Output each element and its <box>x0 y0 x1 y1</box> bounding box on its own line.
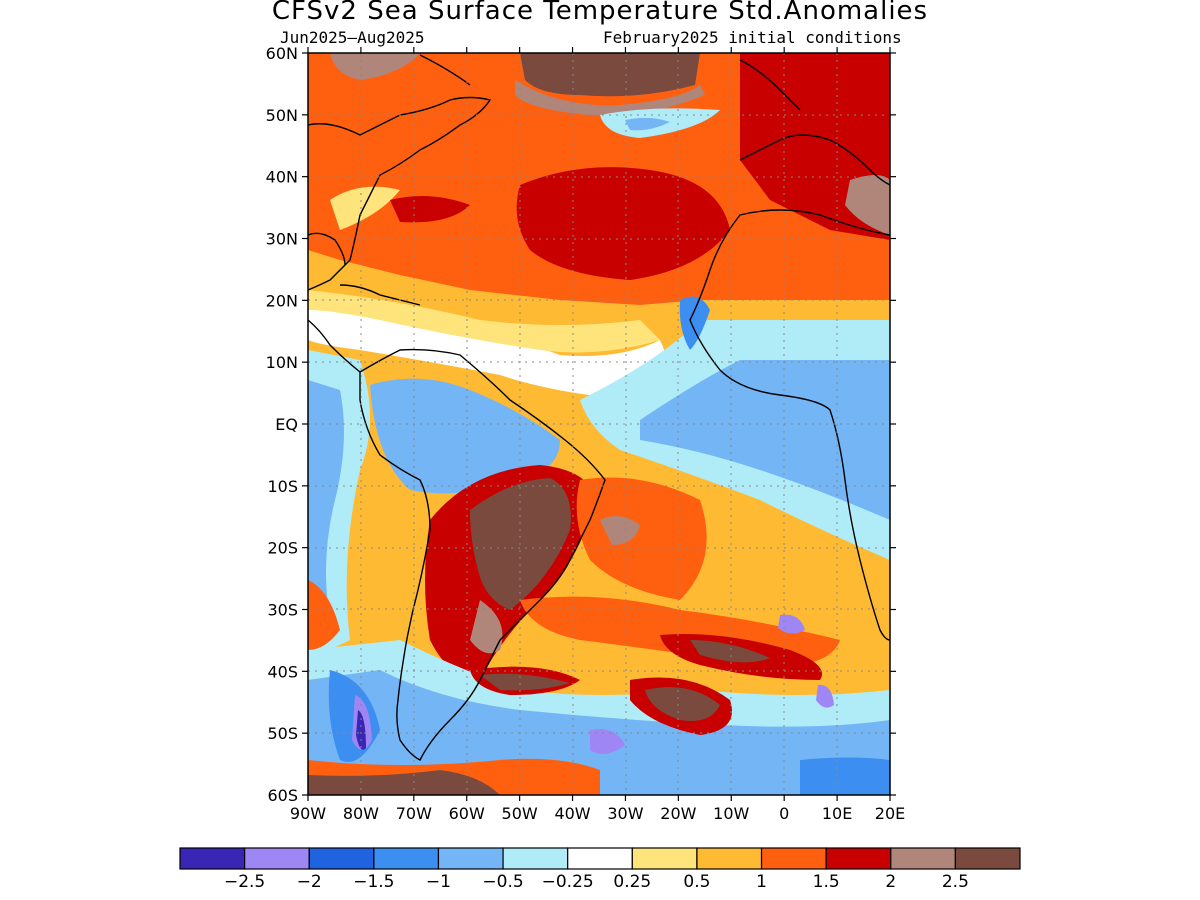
field-sw-pacific-orange <box>308 580 340 650</box>
field-south-purple3 <box>778 614 805 634</box>
colorbar-swatch <box>696 847 763 870</box>
lat-label: 50S <box>267 724 298 743</box>
field-east-trop-blue <box>640 360 890 520</box>
colorbar-swatch <box>760 847 827 870</box>
colorbar-label: 2.5 <box>942 872 969 892</box>
lon-label: 10E <box>822 804 852 823</box>
field-north-brown <box>520 53 700 97</box>
field-na-red-core <box>516 167 730 280</box>
colorbar-swatch <box>631 847 698 870</box>
colorbar-swatch <box>373 847 440 870</box>
colorbar-label: 1 <box>756 872 767 892</box>
colorbar-label: 0.5 <box>683 872 710 892</box>
lon-label: 90W <box>290 804 326 823</box>
colorbar-label: −0.5 <box>482 872 523 892</box>
lat-label: EQ <box>275 415 298 434</box>
colorbar-swatch <box>567 847 633 870</box>
colorbar-swatch <box>437 847 504 870</box>
colorbar-swatch <box>308 847 375 870</box>
field-canary-blue <box>679 296 710 350</box>
lon-label: 30W <box>607 804 643 823</box>
lat-label: 50N <box>266 106 298 125</box>
field-sa-band1 <box>576 477 707 600</box>
field-europe-brown <box>845 175 890 235</box>
lat-label: 60N <box>266 44 298 63</box>
lat-label: 30N <box>266 230 298 249</box>
lat-label: 30S <box>267 601 298 620</box>
lon-label: 50W <box>502 804 538 823</box>
colorbar: −2.5 −2 −1.5 −1 −0.5 −0.25 0.25 0.5 1 1.5 2 2.5 <box>179 847 1021 892</box>
colorbar-swatch <box>502 847 569 870</box>
lon-label: 40W <box>554 804 590 823</box>
lat-label: 10N <box>266 353 298 372</box>
field-sa-band1-brown <box>600 516 640 545</box>
coastlines <box>308 54 890 761</box>
lon-label: 0 <box>779 804 789 823</box>
colorbar-swatch <box>179 847 246 870</box>
colorbar-swatch <box>954 847 1021 870</box>
colorbar-swatch <box>244 847 310 870</box>
lon-label: 70W <box>396 804 432 823</box>
field-northwest-mauve <box>330 53 420 80</box>
plot-area <box>308 53 890 795</box>
lat-label: 40S <box>267 662 298 681</box>
field-south-purple2 <box>590 729 625 754</box>
lon-label: 20E <box>875 804 905 823</box>
field-pacific-blue <box>308 380 344 630</box>
field-na-red-west <box>390 196 470 223</box>
colorbar-swatch <box>890 847 956 870</box>
lon-label: 10W <box>713 804 749 823</box>
field-sa-mauve <box>470 600 503 654</box>
field-na-yellow <box>330 186 400 230</box>
colorbar-swatch <box>825 847 892 870</box>
lat-label: 60S <box>267 786 298 805</box>
colorbar-label: −2.5 <box>224 872 265 892</box>
colorbar-label: 1.5 <box>813 872 840 892</box>
field-tropical-yellow <box>308 290 660 353</box>
field-south-violet <box>356 710 366 750</box>
latitude-axis: 60N 50N 40N 30N 20N 10N EQ 10S 20S 30S 40S 50S 60S <box>266 44 896 805</box>
lat-label: 10S <box>267 477 298 496</box>
longitude-axis: 90W 80W 70W 60W 50W 40W 30W 20W 10W 0 10E 20E <box>290 47 905 823</box>
lon-label: 60W <box>449 804 485 823</box>
field-north-mauve <box>515 80 705 116</box>
field-south-brown2 <box>480 673 570 691</box>
colorbar-label: −1 <box>426 872 451 892</box>
field-na-cool2 <box>625 117 670 131</box>
field-south-brown1 <box>645 687 720 721</box>
initial-conditions: February2025 initial conditions <box>603 28 902 47</box>
colorbar-label: −2 <box>297 872 322 892</box>
colorbar-label: −1.5 <box>353 872 394 892</box>
field-bottom-right-blue <box>800 757 890 795</box>
colorbar-label: 0.25 <box>613 872 651 892</box>
field-amazon-blue <box>370 378 560 494</box>
lon-label: 20W <box>660 804 696 823</box>
field-bottom-brown <box>308 770 500 795</box>
colorbar-label: −0.25 <box>542 872 594 892</box>
forecast-period: Jun2025–Aug2025 <box>280 28 425 47</box>
colorbar-label: 2 <box>885 872 896 892</box>
field-tropical-white <box>308 300 667 400</box>
field-sa-band3-brown <box>690 640 770 663</box>
field-south-purple4 <box>816 684 834 708</box>
lat-label: 20N <box>266 291 298 310</box>
gridlines <box>308 53 890 795</box>
lat-label: 40N <box>266 168 298 187</box>
lat-label: 20S <box>267 539 298 558</box>
chart-title: CFSv2 Sea Surface Temperature Std.Anomal… <box>271 0 929 26</box>
lon-label: 80W <box>343 804 379 823</box>
